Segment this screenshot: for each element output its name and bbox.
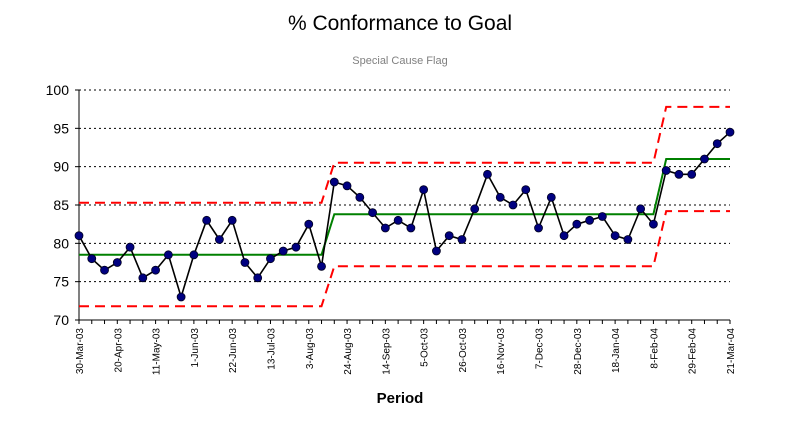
data-point [112,258,122,267]
x-tick-label: 24-Aug-03 [343,328,354,375]
data-point [610,231,620,241]
data-point [597,212,607,221]
data-point [687,169,697,179]
y-tick-label: 85 [53,197,69,213]
data-point [572,219,582,229]
data-point [125,242,135,252]
data-point [444,231,454,241]
data-point [74,231,84,241]
x-tick-label: 16-Nov-03 [496,328,507,375]
data-point [317,261,326,271]
data-series-line [78,131,731,300]
data-point [380,223,390,233]
data-point [87,254,97,264]
data-point [674,169,684,179]
x-tick-label: 8-Feb-04 [649,328,660,369]
data-point [419,185,429,195]
x-axis-title: Period [376,390,424,407]
y-tick-label: 100 [46,82,70,98]
data-point [355,192,365,202]
data-point [432,246,441,256]
data-point [163,250,173,260]
data-point [278,246,288,256]
data-point [266,254,275,264]
data-point [559,231,569,241]
y-tick-label: 70 [53,312,69,328]
lower-limit-line [79,210,730,308]
data-point [508,200,518,210]
data-point [661,166,671,175]
data-point [521,185,531,195]
x-tick-label: 1-Jun-03 [190,328,201,368]
data-point [189,250,199,260]
data-point [227,215,237,225]
data-point [546,192,556,202]
data-point [291,242,301,252]
x-tick-label: 29-Feb-04 [688,328,699,375]
x-tick-label: 20-Apr-03 [113,328,124,373]
data-point [470,204,480,214]
data-point [304,219,314,229]
x-tick-label: 13-Jul-03 [266,328,277,370]
data-point [329,177,339,187]
data-point [700,154,709,164]
center-line-line [79,158,730,256]
data-point [151,265,160,275]
data-point [176,292,186,302]
data-point [725,127,735,137]
x-tick-label: 22-Jun-03 [228,328,239,373]
data-point [342,181,352,191]
y-tick-label: 80 [53,235,69,251]
y-tick-label: 90 [53,159,69,175]
x-tick-label: 21-Mar-04 [726,328,737,375]
data-point [215,235,224,244]
chart-title: % Conformance to Goal [287,12,513,35]
x-tick-label: 14-Sep-03 [381,328,392,375]
data-point [623,235,633,244]
x-tick-label: 5-Oct-03 [420,328,431,367]
data-point [636,204,646,214]
x-tick-label: 3-Aug-03 [305,328,316,370]
data-point [393,215,403,225]
y-tick-label: 95 [53,120,69,136]
data-point [138,273,148,283]
data-point [253,273,263,283]
data-point [534,223,543,233]
data-point [406,223,416,233]
data-point [712,139,722,149]
data-point [649,219,658,229]
data-point [202,215,212,225]
data-point [483,169,492,179]
x-tick-label: 26-Oct-03 [458,328,469,373]
data-point [368,208,377,218]
data-point [100,265,109,275]
x-tick-label: 11-May-03 [152,328,163,375]
y-tick-label: 75 [53,274,69,290]
x-tick-label: 30-Mar-03 [75,328,86,375]
chart-subtitle: Special Cause Flag [352,55,448,67]
upper-limit-line [79,105,730,204]
data-point [585,215,594,225]
data-point [495,192,505,202]
data-point [240,258,250,267]
x-tick-label: 28-Dec-03 [573,328,584,375]
x-tick-label: 18-Jan-04 [611,328,622,373]
data-point [457,235,467,244]
x-tick-label: 7-Dec-03 [535,328,546,370]
